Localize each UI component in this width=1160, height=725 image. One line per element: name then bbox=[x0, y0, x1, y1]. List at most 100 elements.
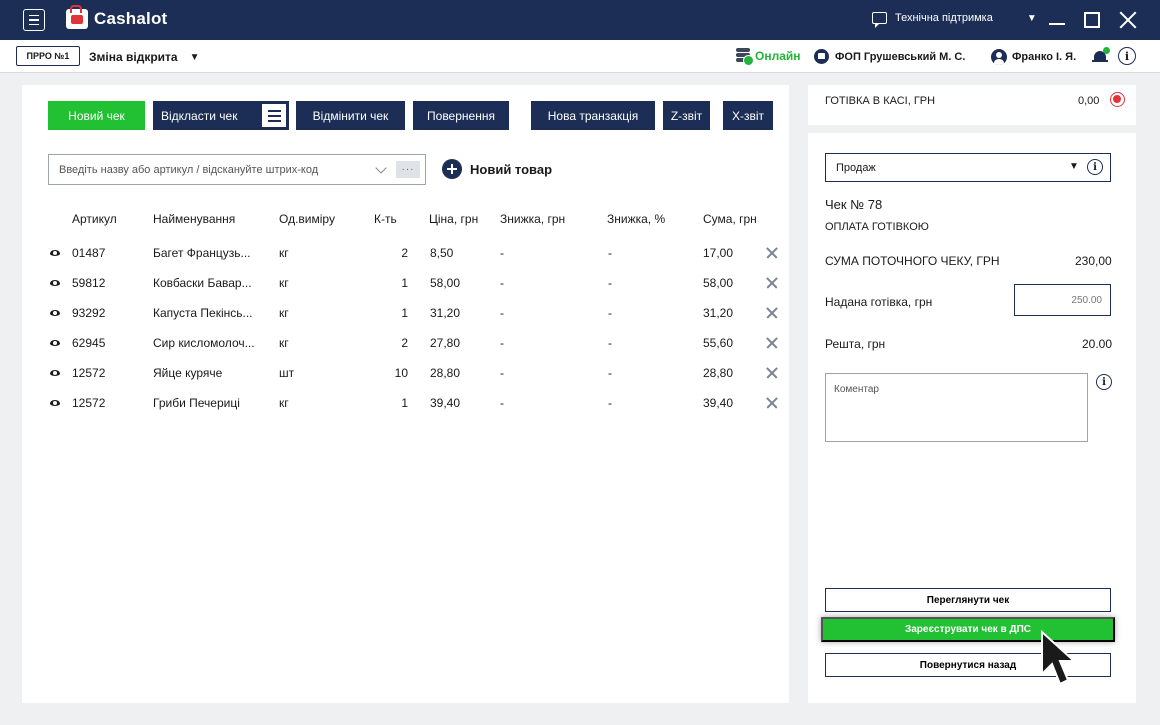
change-value: 20.00 bbox=[1082, 337, 1113, 351]
user-icon bbox=[991, 49, 1007, 65]
return-button[interactable]: Повернення bbox=[413, 101, 509, 130]
cell-name: Багет Французь... bbox=[153, 246, 251, 260]
remove-row-icon[interactable] bbox=[766, 277, 778, 289]
main-panel: Новий чек Відкласти чек Відмінити чек По… bbox=[22, 85, 789, 703]
current-sum-value: 230,00 bbox=[1075, 254, 1112, 268]
cell-qty: 1 bbox=[401, 396, 408, 410]
cell-unit: кг bbox=[279, 336, 289, 350]
cell-qty: 2 bbox=[401, 246, 408, 260]
postpone-check-label: Відкласти чек bbox=[161, 108, 238, 123]
close-icon[interactable] bbox=[1116, 8, 1140, 32]
more-options-button[interactable]: ··· bbox=[396, 161, 420, 178]
info-icon[interactable]: i bbox=[1118, 47, 1136, 65]
payment-type: ОПЛАТА ГОТІВКОЮ bbox=[825, 221, 929, 233]
minimize-icon[interactable] bbox=[1045, 8, 1069, 32]
cell-unit: кг bbox=[279, 396, 289, 410]
cell-price: 28,80 bbox=[430, 366, 461, 380]
cell-qty: 1 bbox=[401, 276, 408, 290]
info-icon[interactable]: i bbox=[1096, 374, 1112, 390]
cash-given-input[interactable]: 250.00 bbox=[1014, 284, 1111, 316]
cell-sum: 31,20 bbox=[702, 306, 733, 320]
cell-article: 12572 bbox=[72, 396, 106, 410]
column-header-price: Ціна, грн bbox=[429, 212, 479, 226]
postpone-check-button[interactable]: Відкласти чек bbox=[153, 101, 289, 130]
cell-article: 62945 bbox=[72, 336, 106, 350]
cell-name: Яйце куряче bbox=[153, 366, 223, 380]
x-report-button[interactable]: Х-звіт bbox=[723, 101, 773, 130]
eye-icon[interactable] bbox=[50, 370, 60, 376]
operation-select[interactable]: Продаж ▼ i bbox=[825, 153, 1111, 182]
new-transaction-button[interactable]: Нова транзакція bbox=[531, 101, 655, 130]
info-icon[interactable]: i bbox=[1087, 159, 1103, 175]
eye-icon[interactable] bbox=[50, 340, 60, 346]
cell-sum: 58,00 bbox=[702, 276, 733, 290]
remove-row-icon[interactable] bbox=[766, 247, 778, 259]
cell-article: 12572 bbox=[72, 366, 106, 380]
cell-discount-uah: - bbox=[500, 336, 504, 350]
column-header-name: Найменування bbox=[153, 212, 236, 226]
cell-name: Капуста Пекінсь... bbox=[153, 306, 253, 320]
cell-discount-pct: - bbox=[608, 366, 612, 380]
support-dropdown[interactable]: Технічна підтримка ▼ bbox=[872, 12, 1037, 28]
cell-discount-pct: - bbox=[608, 396, 612, 410]
cashbox-panel: ГОТІВКА В КАСІ, ГРН 0,00 bbox=[808, 85, 1136, 125]
search-input[interactable]: Введіть назву або артикул / відскануйте … bbox=[48, 154, 426, 185]
remove-row-icon[interactable] bbox=[766, 367, 778, 379]
cell-sum: 17,00 bbox=[702, 246, 733, 260]
bell-icon[interactable] bbox=[1092, 47, 1110, 65]
remove-row-icon[interactable] bbox=[766, 337, 778, 349]
z-report-button[interactable]: Z-звіт bbox=[663, 101, 710, 130]
column-header-qty: К-ть bbox=[374, 212, 397, 226]
store-icon bbox=[814, 49, 829, 64]
cell-price: 8,50 bbox=[430, 246, 454, 260]
chevron-down-icon[interactable] bbox=[375, 162, 387, 174]
app-logo: Cashalot bbox=[66, 5, 168, 29]
cell-price: 27,80 bbox=[430, 336, 461, 350]
list-icon[interactable] bbox=[261, 103, 287, 128]
remove-row-icon[interactable] bbox=[766, 307, 778, 319]
check-number: Чек № 78 bbox=[825, 197, 883, 212]
register-check-button[interactable]: Зареєструвати чек в ДПС bbox=[821, 617, 1115, 642]
cell-qty: 10 bbox=[394, 366, 408, 380]
chevron-down-icon: ▼ bbox=[189, 51, 200, 63]
cash-given-label: Надана готівка, грн bbox=[825, 295, 933, 309]
maximize-icon[interactable] bbox=[1080, 8, 1104, 32]
record-icon[interactable] bbox=[1110, 92, 1125, 107]
new-check-button[interactable]: Новий чек bbox=[48, 101, 145, 130]
view-check-button[interactable]: Переглянути чек bbox=[825, 588, 1111, 612]
shift-dropdown[interactable]: Зміна відкрита ▼ bbox=[89, 50, 199, 64]
cancel-check-button[interactable]: Відмінити чек bbox=[296, 101, 405, 130]
chevron-down-icon: ▼ bbox=[1069, 161, 1079, 172]
eye-icon[interactable] bbox=[50, 400, 60, 406]
cell-price: 58,00 bbox=[430, 276, 461, 290]
organization-dropdown[interactable]: ФОП Грушевський М. С. ▼ bbox=[814, 49, 1001, 64]
cell-article: 01487 bbox=[72, 246, 106, 260]
cashbox-value: 0,00 bbox=[1078, 95, 1100, 107]
search-placeholder: Введіть назву або артикул / відскануйте … bbox=[59, 163, 319, 176]
operation-value: Продаж bbox=[836, 161, 876, 174]
eye-icon[interactable] bbox=[50, 280, 60, 286]
current-sum-label: СУМА ПОТОЧНОГО ЧЕКУ, ГРН bbox=[825, 254, 1000, 268]
user-name: Франко І. Я. bbox=[1012, 51, 1077, 63]
comment-textarea[interactable]: Коментар bbox=[825, 373, 1088, 442]
cell-sum: 39,40 bbox=[702, 396, 733, 410]
app-name: Cashalot bbox=[94, 9, 168, 28]
hamburger-menu-icon[interactable] bbox=[23, 9, 45, 31]
new-item-button[interactable]: Новий товар bbox=[442, 159, 552, 179]
cell-qty: 2 bbox=[401, 336, 408, 350]
title-bar: Cashalot Технічна підтримка ▼ bbox=[0, 0, 1160, 40]
column-header-article: Артикул bbox=[72, 212, 117, 226]
remove-row-icon[interactable] bbox=[766, 397, 778, 409]
cell-sum: 55,60 bbox=[702, 336, 733, 350]
cell-name: Гриби Печериці bbox=[153, 396, 240, 410]
eye-icon[interactable] bbox=[50, 310, 60, 316]
cell-unit: кг bbox=[279, 306, 289, 320]
receipt-panel: Продаж ▼ i Чек № 78 ОПЛАТА ГОТІВКОЮ СУМА… bbox=[808, 133, 1136, 703]
database-icon bbox=[736, 48, 754, 66]
prro-badge[interactable]: ПРРО №1 bbox=[16, 46, 80, 66]
eye-icon[interactable] bbox=[50, 250, 60, 256]
online-status: Онлайн bbox=[736, 48, 801, 66]
cell-discount-uah: - bbox=[500, 366, 504, 380]
cell-unit: шт bbox=[279, 366, 295, 380]
user-menu[interactable]: Франко І. Я. bbox=[991, 49, 1076, 65]
